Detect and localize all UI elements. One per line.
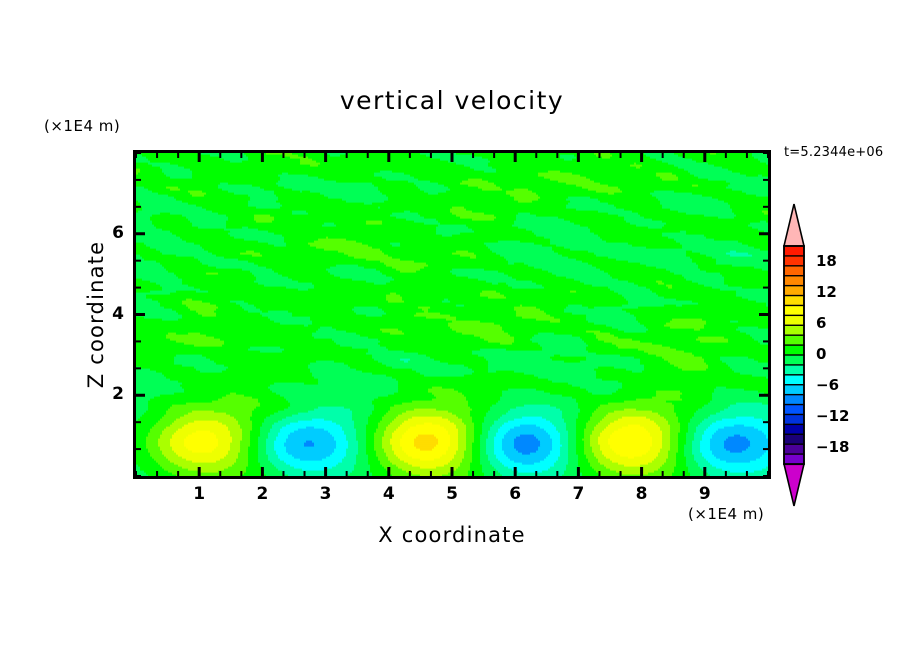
colorbar-swatch xyxy=(783,304,805,317)
plot-axes xyxy=(133,150,771,479)
colorbar-swatch xyxy=(783,384,805,396)
colorbar-under-arrow xyxy=(782,463,806,507)
colorbar-swatch xyxy=(783,433,805,446)
colorbar xyxy=(782,203,806,507)
y-tick-label: 6 xyxy=(112,222,124,243)
colorbar-tick-label: 18 xyxy=(816,251,837,270)
colorbar-swatch xyxy=(783,275,805,287)
colorbar-tick-label: −12 xyxy=(816,407,850,426)
x-tick-label: 9 xyxy=(698,484,711,504)
colorbar-swatch xyxy=(783,393,805,406)
x-tick-label: 2 xyxy=(256,484,269,504)
x-tick-label: 1 xyxy=(193,484,206,504)
colorbar-tick-label: 12 xyxy=(816,282,837,301)
x-tick-label: 7 xyxy=(572,484,585,504)
contour-field xyxy=(136,152,769,477)
colorbar-swatch xyxy=(783,403,805,416)
x-tick-label: 4 xyxy=(382,484,395,504)
colorbar-swatch xyxy=(783,423,805,436)
x-axis-unit-label: (×1E4 m) xyxy=(688,505,765,523)
colorbar-swatch xyxy=(783,344,805,357)
x-tick-label: 6 xyxy=(509,484,522,504)
colorbar-swatch xyxy=(783,314,805,327)
x-axis-title: X coordinate xyxy=(378,523,526,547)
colorbar-swatch xyxy=(783,374,805,386)
colorbar-swatch xyxy=(783,255,805,267)
x-tick-label: 8 xyxy=(635,484,648,504)
colorbar-swatch xyxy=(783,245,805,258)
colorbar-swatch xyxy=(783,284,805,297)
x-tick-label: 3 xyxy=(319,484,332,504)
colorbar-swatch xyxy=(783,265,805,277)
colorbar-swatch xyxy=(783,364,805,376)
plot-title: vertical velocity xyxy=(339,86,565,115)
colorbar-swatch xyxy=(783,294,805,307)
colorbar-swatch xyxy=(783,354,805,367)
colorbar-over-arrow xyxy=(782,203,806,247)
y-tick-label: 2 xyxy=(112,384,124,405)
colorbar-swatch xyxy=(783,453,805,466)
colorbar-tick-label: 6 xyxy=(816,313,827,332)
colorbar-swatch xyxy=(783,443,805,456)
colorbar-swatch xyxy=(783,324,805,337)
x-tick-label: 5 xyxy=(446,484,458,504)
y-tick-label: 4 xyxy=(112,303,124,324)
plot-frame xyxy=(133,150,771,479)
colorbar-tick-label: 0 xyxy=(816,345,827,363)
colorbar-swatch xyxy=(783,413,805,426)
colorbar-tick-label: −6 xyxy=(816,376,840,395)
colorbar-swatch xyxy=(783,334,805,347)
timestamp-annotation: t=5.2344e+06 xyxy=(784,145,884,160)
y-axis-unit-label: (×1E4 m) xyxy=(44,117,121,135)
colorbar-tick-label: −18 xyxy=(816,438,850,457)
